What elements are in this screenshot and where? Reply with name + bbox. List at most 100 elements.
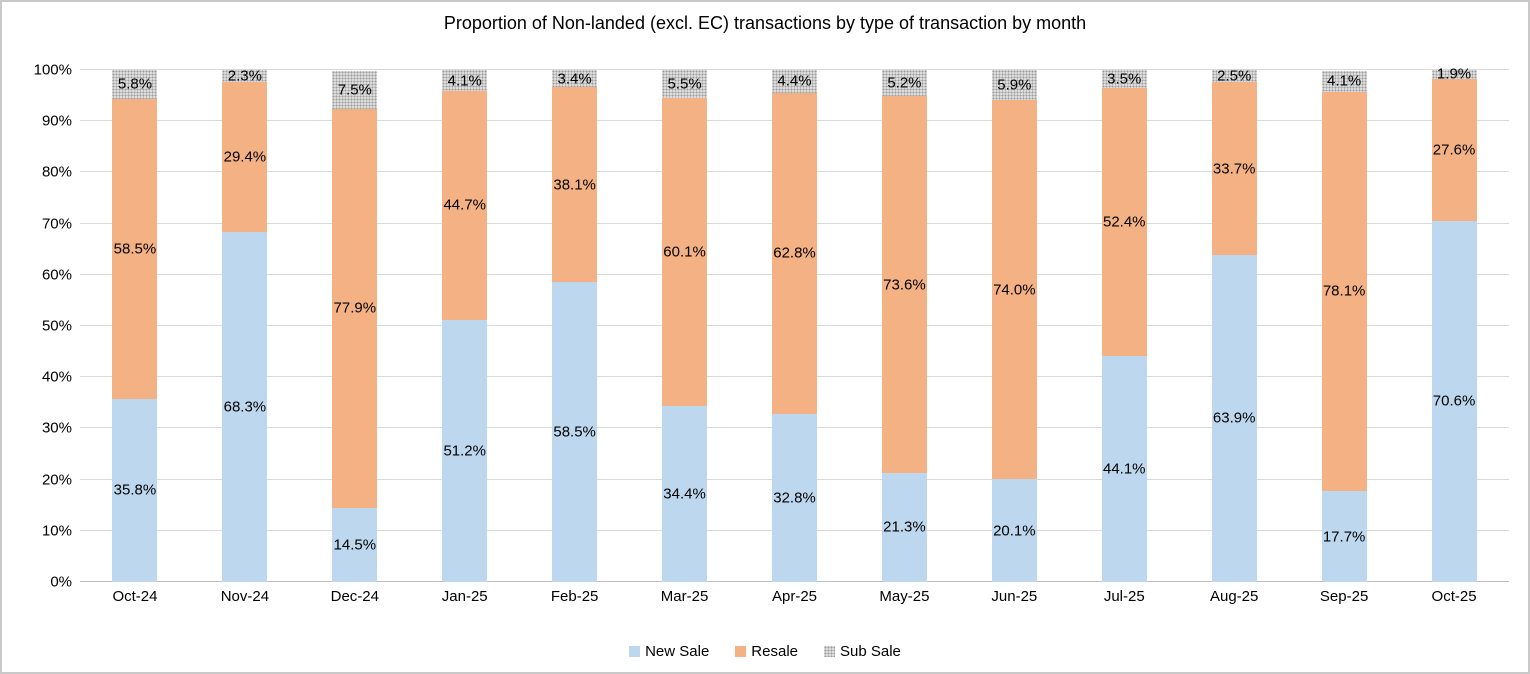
- bar-segment-new-sale: [442, 319, 488, 582]
- x-tick-label: Jan-25: [441, 588, 488, 605]
- x-tick-label: Oct-24: [112, 588, 158, 605]
- data-label: 70.6%: [1432, 392, 1476, 410]
- bar-may-25: 21.3% 73.6% 5.2%: [881, 69, 927, 582]
- y-tick-label: 50%: [41, 317, 72, 335]
- data-label: 77.9%: [333, 299, 377, 317]
- bar-segment-sub-sale: [1211, 69, 1257, 83]
- bar-segment-new-sale: [552, 282, 598, 582]
- x-tick-label: Jun-25: [991, 588, 1038, 605]
- bar-segment-new-sale: [1101, 356, 1147, 582]
- x-tick-label: Aug-25: [1210, 588, 1259, 605]
- x-tick-label: Feb-25: [550, 588, 599, 605]
- legend-label: New Sale: [645, 643, 710, 660]
- bar-segment-new-sale: [112, 398, 158, 582]
- bar-jun-25: 20.1% 74.0% 5.9%: [991, 70, 1037, 582]
- legend-label: Sub Sale: [840, 643, 901, 660]
- chart-title: Proportion of Non-landed (excl. EC) tran…: [443, 13, 1087, 33]
- bar-segment-new-sale: [1211, 254, 1257, 582]
- bar-oct-24: 35.8% 58.5% 5.8%: [112, 69, 158, 582]
- data-label: 3.5%: [1107, 70, 1142, 88]
- plot-area: 35.8% 58.5% 5.8% 68.3% 29.4% 2.3% 14.5% 77.9% 7.…: [80, 66, 1509, 582]
- x-tick-label: Dec-24: [330, 588, 379, 605]
- x-axis: Oct-24 Nov-24 Dec-24 Jan-25 Feb-25 Mar-25 Apr-…: [80, 588, 1509, 612]
- data-label: 44.1%: [1102, 460, 1146, 478]
- data-label: 21.3%: [883, 518, 926, 536]
- bar-segment-sub-sale: [332, 70, 378, 109]
- bar-segment-resale: [332, 108, 378, 508]
- bar-segment-resale: [1211, 82, 1257, 255]
- data-label: 62.8%: [773, 244, 816, 262]
- bar-segment-sub-sale: [222, 70, 268, 82]
- x-tick-label: Apr-25: [771, 588, 818, 605]
- y-tick-label: 70%: [41, 215, 72, 233]
- data-label: 5.5%: [667, 75, 702, 93]
- data-label: 58.5%: [113, 240, 157, 258]
- bar-segment-resale: [772, 92, 817, 415]
- legend-swatch: [824, 646, 835, 657]
- bar-segment-resale: [552, 87, 598, 283]
- bar-segment-resale: [1431, 79, 1477, 221]
- bar-segment-resale: [881, 96, 927, 473]
- x-tick-label: Nov-24: [220, 588, 270, 605]
- data-label: 4.4%: [777, 72, 812, 90]
- x-tick-label: Mar-25: [660, 588, 709, 605]
- legend-item-sub-sale: Sub Sale: [824, 643, 901, 660]
- y-tick-label: 0%: [50, 573, 72, 591]
- bar-segment-new-sale: [1321, 491, 1367, 582]
- data-label: 4.1%: [1327, 72, 1362, 90]
- data-label: 58.5%: [553, 423, 596, 441]
- bar-segment-new-sale: [662, 405, 708, 582]
- y-tick-label: 80%: [41, 163, 72, 181]
- bar-segment-resale: [222, 81, 268, 233]
- data-label: 3.4%: [557, 70, 592, 88]
- x-tick-label: Sep-25: [1319, 588, 1369, 605]
- bar-segment-resale: [442, 91, 488, 320]
- y-tick-label: 100%: [33, 61, 72, 79]
- bar-nov-24: 68.3% 29.4% 2.3%: [222, 67, 268, 582]
- data-label: 73.6%: [883, 276, 926, 294]
- bar-jan-25: 51.2% 44.7% 4.1%: [442, 70, 488, 582]
- bar-segment-sub-sale: [881, 69, 927, 97]
- data-label: 1.9%: [1436, 65, 1472, 83]
- y-axis: 0% 10% 20% 30% 40% 50% 60% 70% 80% 90% 100%: [2, 62, 72, 591]
- bar-segment-resale: [1321, 91, 1367, 492]
- data-label: 20.1%: [993, 522, 1036, 540]
- bar-segment-new-sale: [332, 507, 378, 582]
- bar-segment-resale: [991, 100, 1037, 480]
- data-label: 33.7%: [1212, 160, 1256, 178]
- bar-segment-sub-sale: [991, 70, 1037, 101]
- data-label: 5.2%: [887, 74, 922, 92]
- bar-segment-new-sale: [991, 479, 1037, 582]
- data-label: 38.1%: [553, 176, 596, 194]
- bar-segment-resale: [112, 99, 158, 399]
- legend-swatch: [735, 646, 747, 657]
- bar-jul-25: 44.1% 52.4% 3.5%: [1101, 70, 1147, 582]
- bar-segment-new-sale: [881, 472, 927, 582]
- bar-sep-25: 17.7% 78.1% 4.1%: [1321, 70, 1367, 582]
- y-tick-label: 60%: [41, 266, 72, 284]
- data-label: 68.3%: [223, 398, 267, 416]
- x-tick-label: Oct-25: [1431, 588, 1477, 605]
- data-label: 2.5%: [1217, 67, 1252, 85]
- bar-segment-sub-sale: [1101, 70, 1147, 88]
- y-tick-label: 30%: [41, 419, 72, 437]
- bar-feb-25: 58.5% 38.1% 3.4%: [552, 70, 598, 582]
- legend-item-new-sale: New Sale: [629, 643, 709, 660]
- gridline: [80, 69, 1509, 70]
- y-tick-label: 40%: [41, 368, 72, 386]
- legend-label: Resale: [751, 643, 798, 660]
- data-label: 34.4%: [663, 485, 706, 503]
- data-label: 60.1%: [663, 243, 706, 261]
- bar-segment-resale: [662, 98, 708, 406]
- y-tick-label: 10%: [41, 522, 72, 540]
- bar-segment-sub-sale: [1321, 70, 1367, 92]
- legend: New Sale Resale Sub Sale: [2, 643, 1528, 660]
- legend-swatch: [629, 646, 641, 657]
- x-tick-label: May-25: [879, 588, 930, 605]
- data-label: 44.7%: [443, 196, 486, 214]
- data-label: 32.8%: [773, 489, 816, 507]
- y-tick-label: 90%: [41, 112, 72, 130]
- bar-segment-sub-sale: [1431, 69, 1477, 80]
- data-label: 35.8%: [113, 481, 157, 499]
- data-label: 2.3%: [227, 67, 262, 85]
